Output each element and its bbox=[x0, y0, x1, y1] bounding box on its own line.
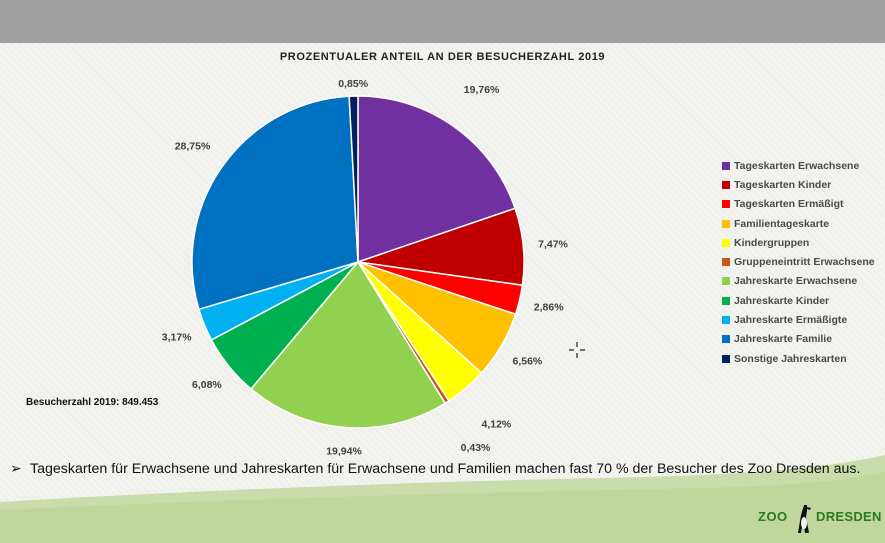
slice-data-label: 28,75% bbox=[175, 140, 211, 152]
slice-data-label: 0,43% bbox=[461, 442, 491, 454]
slice-data-label: 4,12% bbox=[482, 418, 512, 430]
summary-text: Tageskarten für Erwachsene und Jahreskar… bbox=[30, 461, 861, 477]
legend-item: Jahreskarte Kinder bbox=[722, 291, 875, 310]
zoo-dresden-logo: ZOO DRESDEN bbox=[758, 503, 882, 537]
slice-data-label: 2,86% bbox=[534, 302, 564, 314]
legend-label: Tageskarten Ermäßigt bbox=[734, 198, 844, 211]
slice-data-label: 6,08% bbox=[192, 379, 222, 391]
summary-note: ➢ Tageskarten für Erwachsene und Jahresk… bbox=[10, 460, 880, 479]
legend-label: Jahreskarte Ermäßigte bbox=[734, 314, 848, 327]
legend-swatch bbox=[722, 277, 730, 286]
legend-item: Familientageskarte bbox=[722, 214, 875, 233]
legend-swatch bbox=[722, 180, 730, 189]
visitor-total: Besucherzahl 2019: 849.453 bbox=[26, 397, 159, 408]
logo-text-right: DRESDEN bbox=[816, 509, 882, 524]
legend-swatch bbox=[722, 219, 730, 228]
legend-label: Jahreskarte Kinder bbox=[734, 294, 830, 307]
legend-item: Tageskarten Kinder bbox=[722, 175, 875, 194]
logo-text-left: ZOO bbox=[758, 509, 788, 524]
legend-swatch bbox=[722, 296, 730, 305]
pie-slice bbox=[348, 95, 359, 263]
legend-swatch bbox=[722, 200, 730, 209]
legend-item: Tageskarten Ermäßigt bbox=[722, 195, 875, 214]
legend-item: Jahreskarte Familie bbox=[722, 330, 875, 349]
legend-item: Sonstige Jahreskarten bbox=[722, 349, 875, 368]
legend-label: Tageskarten Erwachsene bbox=[734, 159, 860, 172]
legend-swatch bbox=[722, 354, 730, 363]
slice-data-label: 19,76% bbox=[464, 84, 500, 96]
legend-swatch bbox=[722, 335, 730, 344]
slice-data-label: 3,17% bbox=[162, 331, 192, 343]
crosshair-cursor-icon bbox=[569, 342, 585, 358]
legend-label: Tageskarten Kinder bbox=[734, 178, 832, 191]
legend-label: Jahreskarte Erwachsene bbox=[734, 275, 858, 288]
legend-swatch bbox=[722, 161, 730, 170]
legend-label: Kindergruppen bbox=[734, 236, 810, 249]
giraffe-icon bbox=[798, 505, 811, 533]
legend-label: Sonstige Jahreskarten bbox=[734, 352, 847, 365]
legend-swatch bbox=[722, 258, 730, 267]
legend-label: Familientageskarte bbox=[734, 217, 830, 230]
slice-data-label: 7,47% bbox=[538, 239, 568, 251]
legend-item: Jahreskarte Ermäßigte bbox=[722, 310, 875, 329]
legend-item: Kindergruppen bbox=[722, 233, 875, 252]
bullet-arrow-icon: ➢ bbox=[10, 461, 22, 477]
legend-item: Tageskarten Erwachsene bbox=[722, 156, 875, 175]
pie-slice bbox=[357, 95, 517, 264]
legend-item: Jahreskarte Erwachsene bbox=[722, 272, 875, 291]
legend-label: Jahreskarte Familie bbox=[734, 333, 833, 346]
slice-data-label: 6,56% bbox=[513, 355, 543, 367]
legend-swatch bbox=[722, 238, 730, 247]
legend-item: Gruppeneintritt Erwachsene bbox=[722, 252, 875, 271]
slice-data-label: 19,94% bbox=[326, 446, 362, 458]
pie-slice bbox=[249, 260, 447, 429]
legend-swatch bbox=[722, 316, 730, 325]
slice-data-label: 0,85% bbox=[338, 78, 368, 90]
legend-label: Gruppeneintritt Erwachsene bbox=[734, 256, 875, 269]
chart-legend: Tageskarten Erwachsene Tageskarten Kinder… bbox=[722, 156, 875, 368]
chart-title: PROZENTUALER ANTEIL AN DER BESUCHERZAHL … bbox=[279, 51, 606, 63]
pie-slice bbox=[191, 95, 359, 311]
top-bar bbox=[0, 0, 885, 43]
